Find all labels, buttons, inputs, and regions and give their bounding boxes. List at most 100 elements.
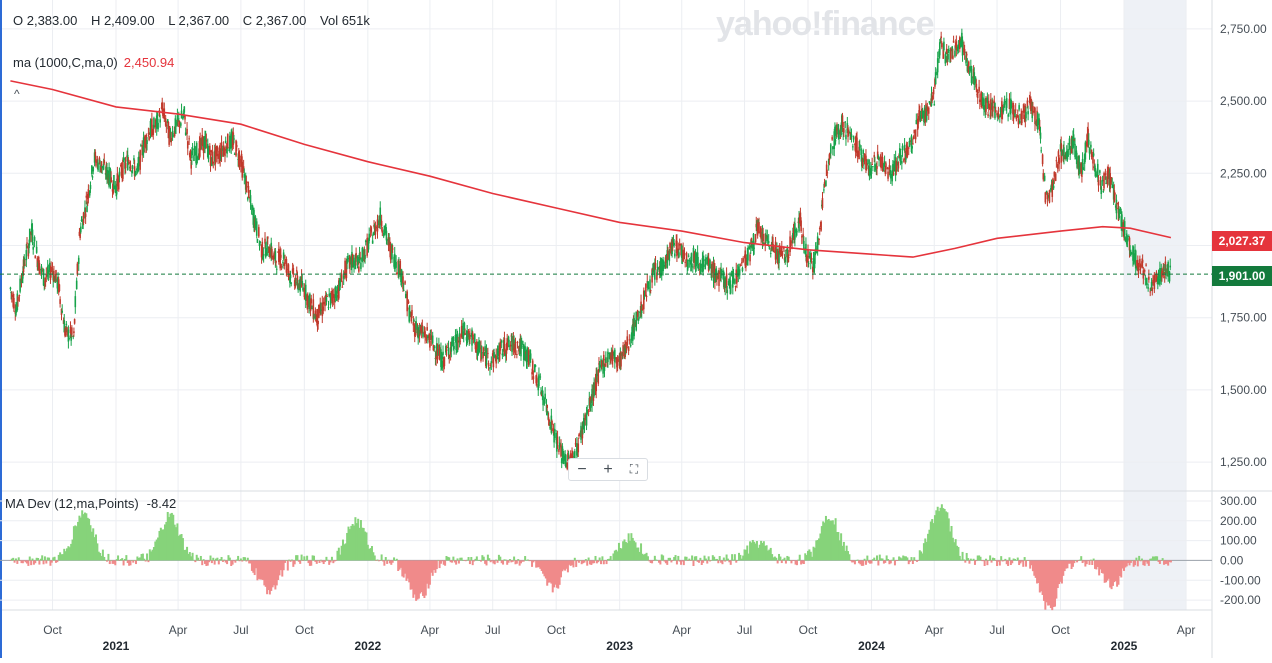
dev-bar [384, 557, 387, 561]
dev-bar [1063, 560, 1066, 572]
candle-body [649, 290, 652, 292]
dev-bar [697, 560, 700, 563]
candle-body [787, 256, 790, 259]
zoom-in-button[interactable]: + [603, 460, 613, 478]
dev-bar [641, 553, 644, 561]
candle-body [421, 325, 424, 330]
dev-bar [652, 560, 655, 561]
candle-body [474, 344, 477, 350]
candle-body [776, 248, 778, 259]
candle-body [611, 351, 614, 362]
candle-body [184, 132, 187, 135]
candle-body [26, 242, 28, 244]
candle-body [574, 443, 577, 445]
dev-bar [1095, 560, 1098, 570]
dev-bar [983, 560, 986, 566]
fullscreen-button[interactable]: ⛶ [629, 462, 639, 476]
dev-bar [453, 560, 456, 563]
candle-body [319, 303, 322, 314]
candle-body [870, 171, 873, 175]
dev-bar [278, 560, 281, 576]
candle-body [1150, 281, 1153, 289]
dev-bar [989, 555, 992, 561]
candle-body [963, 49, 966, 53]
dev-bar [913, 557, 916, 561]
candle-body [169, 131, 172, 139]
madev-indicator-legend[interactable]: MA Dev (12,ma,Points) -8.42 [5, 496, 176, 511]
candle-body [27, 245, 30, 257]
candle-body [254, 216, 257, 229]
candle-body [547, 411, 549, 416]
candle-body [32, 247, 35, 250]
ma-indicator-legend[interactable]: ma (1000,C,ma,0) 2,450.94 [13, 55, 174, 70]
dev-bar [133, 560, 136, 561]
dev-bar [137, 557, 140, 561]
month-tick-label: Oct [43, 623, 62, 637]
dev-bar [855, 560, 858, 561]
candle-body [1167, 262, 1169, 277]
candle-body [862, 150, 865, 154]
candle-body [163, 108, 166, 119]
dev-bar [434, 560, 437, 573]
dev-bar [192, 559, 195, 561]
dev-bar [864, 560, 867, 565]
dev-bar [248, 560, 251, 564]
candle-body [91, 165, 93, 175]
dev-bar [1153, 556, 1156, 561]
price-tick-label: 1,500.00 [1220, 383, 1267, 397]
dev-bar [259, 560, 262, 580]
candle-body [1104, 173, 1107, 176]
candle-body [1114, 193, 1116, 195]
candle-body [638, 316, 640, 319]
dev-bar [576, 560, 579, 562]
dev-bar [1085, 560, 1088, 565]
candle-body [215, 145, 218, 157]
collapse-indicators-icon[interactable]: ^ [14, 87, 20, 101]
candle-body [484, 346, 486, 351]
candle-body [347, 258, 349, 260]
dev-bar [521, 560, 524, 562]
candle-body [1094, 165, 1096, 172]
candle-body [516, 353, 518, 355]
dev-bar [81, 510, 84, 561]
candle-body [480, 347, 482, 361]
candle-body [1069, 146, 1071, 155]
candle-body [106, 170, 109, 177]
zoom-out-button[interactable]: − [577, 460, 587, 478]
dev-bar [838, 540, 841, 561]
candle-body [927, 107, 930, 114]
dev-bar [910, 557, 913, 561]
candle-body [850, 134, 853, 138]
dev-bar [866, 555, 869, 561]
current-period-shade [1124, 0, 1186, 610]
dev-bar [1036, 560, 1039, 584]
dev-bar [998, 560, 1001, 566]
dev-bar [794, 560, 797, 565]
candle-body [113, 175, 115, 190]
dev-bar [489, 560, 492, 563]
candle-body [798, 217, 800, 232]
candle-body [712, 263, 715, 282]
dev-bar [804, 553, 807, 561]
candle-body [24, 264, 26, 266]
dev-bar [449, 560, 452, 563]
dev-bar [1020, 560, 1023, 562]
dev-bar [874, 560, 877, 561]
dev-bar [41, 555, 44, 561]
candle-body [901, 161, 903, 164]
candle-body [134, 170, 137, 176]
dev-bar [74, 525, 77, 561]
candle-body [295, 270, 298, 272]
candle-body [220, 154, 222, 160]
candle-body [1115, 199, 1118, 214]
candle-body [84, 207, 86, 213]
candle-body [471, 332, 474, 336]
candle-body [139, 150, 141, 170]
candle-body [915, 119, 918, 125]
candle-body [595, 373, 597, 392]
candle-body [522, 345, 525, 361]
candle-body [947, 49, 950, 52]
dev-bar [366, 544, 369, 561]
